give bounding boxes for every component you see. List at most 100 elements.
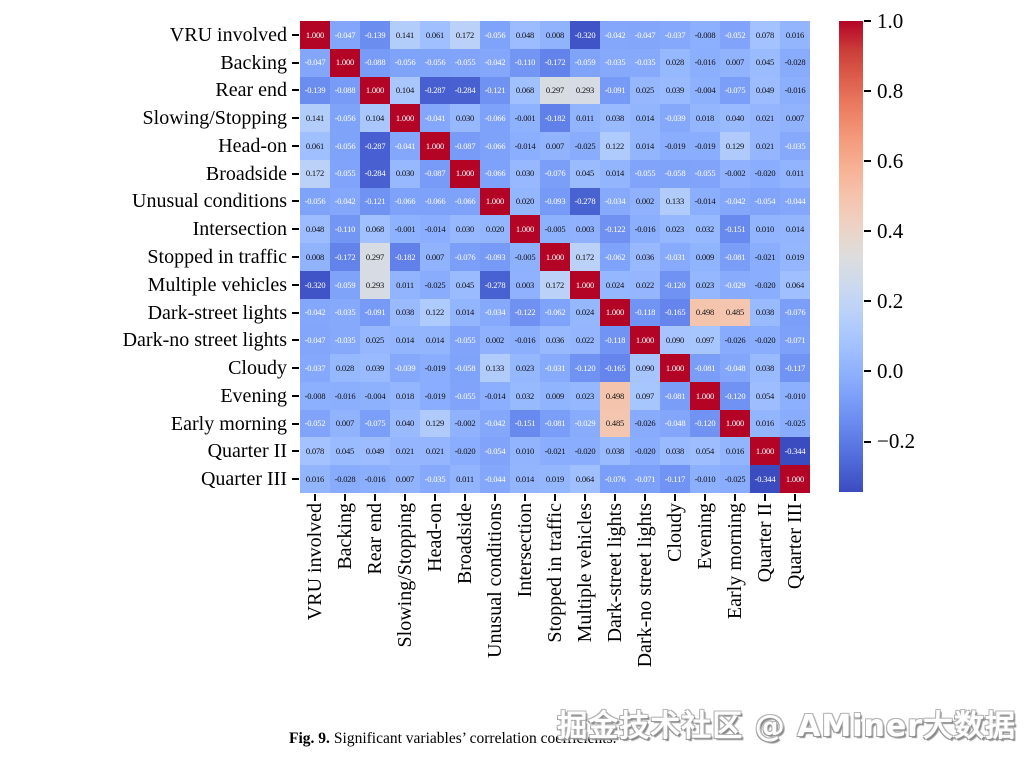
colorbar-tick-mark (864, 20, 871, 22)
heatmap-cell: -0.008 (300, 381, 330, 410)
heatmap-cell: -0.056 (420, 48, 450, 77)
heatmap-cell: -0.055 (450, 48, 480, 77)
heatmap-cell: -0.056 (300, 187, 330, 216)
x-axis-label: Unusual conditions (484, 503, 506, 658)
heatmap-cell: -0.014 (480, 381, 510, 410)
heatmap-cell: -0.093 (540, 187, 570, 216)
heatmap-cell: -0.002 (720, 159, 750, 188)
x-axis-label: Head-on (424, 503, 446, 572)
y-tick-mark (292, 450, 299, 453)
x-axis-label: Dark-no street lights (634, 503, 656, 668)
heatmap-cell: -0.075 (720, 76, 750, 105)
heatmap-cell: -0.020 (630, 437, 660, 466)
heatmap-cell: -0.005 (540, 215, 570, 244)
heatmap-cell: -0.121 (360, 187, 390, 216)
y-axis-label: Dark-street lights (147, 301, 287, 324)
heatmap-cell: 0.048 (300, 215, 330, 244)
heatmap-cell: -0.004 (690, 76, 720, 105)
heatmap-cell: -0.066 (420, 187, 450, 216)
y-axis-label: Unusual conditions (132, 190, 287, 213)
heatmap-cell: 0.032 (690, 215, 720, 244)
heatmap-cell: -0.056 (330, 104, 360, 133)
heatmap-cell: -0.020 (750, 159, 780, 188)
heatmap-cell: -0.284 (360, 159, 390, 188)
heatmap-cell: 0.019 (540, 465, 570, 493)
heatmap-cell: -0.021 (540, 437, 570, 466)
x-tick-mark (374, 494, 376, 501)
heatmap-cell: 1.000 (330, 48, 360, 77)
heatmap-cell: 1.000 (570, 270, 600, 299)
y-axis-label: Backing (220, 51, 287, 74)
x-axis-label: Dark-street lights (604, 503, 626, 643)
heatmap-cell: 0.008 (300, 243, 330, 271)
heatmap-cell: 0.014 (420, 326, 450, 355)
x-axis-label: Stopped in traffic (544, 503, 566, 643)
heatmap-cell: 0.172 (450, 21, 480, 49)
heatmap-cell: -0.047 (300, 48, 330, 77)
heatmap-cell: -0.059 (330, 270, 360, 299)
heatmap-cell: -0.076 (450, 243, 480, 271)
colorbar (839, 21, 863, 492)
x-tick-mark (614, 494, 616, 501)
heatmap-cell: -0.016 (360, 465, 390, 493)
heatmap-cell: 0.023 (570, 381, 600, 410)
y-axis-label: Evening (220, 384, 287, 407)
y-tick-mark (292, 367, 299, 370)
heatmap-cell: -0.042 (480, 409, 510, 438)
heatmap-cell: -0.120 (720, 381, 750, 410)
heatmap-cell: -0.026 (720, 326, 750, 355)
heatmap-cell: -0.005 (510, 243, 540, 271)
heatmap-cell: -0.287 (420, 76, 450, 105)
heatmap-cell: 0.039 (360, 354, 390, 382)
heatmap-cell: -0.088 (330, 76, 360, 105)
heatmap-cell: -0.020 (450, 437, 480, 466)
heatmap-cell: 0.078 (750, 21, 780, 49)
x-tick-mark (584, 494, 586, 501)
heatmap-cell: 0.016 (780, 21, 810, 49)
heatmap-cell: 0.025 (630, 76, 660, 105)
heatmap-cell: 0.007 (330, 409, 360, 438)
heatmap-cell: 0.002 (480, 326, 510, 355)
heatmap-cell: -0.014 (420, 215, 450, 244)
heatmap-cell: 0.040 (390, 409, 420, 438)
heatmap-cell: -0.118 (630, 298, 660, 327)
heatmap-cell: 0.010 (750, 215, 780, 244)
heatmap-cell: 0.122 (420, 298, 450, 327)
heatmap-cell: -0.042 (600, 21, 630, 49)
heatmap-cell: 1.000 (600, 298, 630, 327)
heatmap-cell: -0.062 (540, 298, 570, 327)
heatmap-cell: 0.030 (450, 215, 480, 244)
x-axis-label: Quarter III (784, 503, 806, 590)
heatmap-cell: 0.129 (420, 409, 450, 438)
heatmap-cell: -0.075 (360, 409, 390, 438)
heatmap-cell: -0.120 (690, 409, 720, 438)
heatmap-cell: -0.093 (480, 243, 510, 271)
x-tick-mark (764, 494, 766, 501)
heatmap-cell: 0.054 (690, 437, 720, 466)
heatmap-cell: 1.000 (390, 104, 420, 133)
heatmap-cell: 1.000 (300, 21, 330, 49)
heatmap-cell: 0.011 (390, 270, 420, 299)
heatmap-cell: 0.014 (450, 298, 480, 327)
heatmap-cell: -0.001 (510, 104, 540, 133)
heatmap-cell: -0.019 (690, 132, 720, 160)
heatmap-cell: 0.293 (360, 270, 390, 299)
heatmap-cell: -0.055 (630, 159, 660, 188)
colorbar-tick-label: 1.0 (877, 8, 904, 33)
heatmap-cell: -0.047 (300, 326, 330, 355)
heatmap-cell: -0.020 (570, 437, 600, 466)
figure-caption-label: Fig. 9. (289, 730, 330, 747)
figure-caption-text: Significant variables’ correlation coeff… (333, 730, 617, 747)
heatmap-cell: 1.000 (660, 354, 690, 382)
y-axis-label: VRU involved (169, 23, 287, 46)
colorbar-tick-label: 0.6 (877, 148, 904, 173)
heatmap-cell: -0.016 (780, 76, 810, 105)
heatmap-cell: 0.038 (750, 354, 780, 382)
heatmap-cell: 0.022 (630, 270, 660, 299)
heatmap-cell: 1.000 (450, 159, 480, 188)
heatmap-cell: 0.014 (630, 104, 660, 133)
heatmap-cell: 0.008 (540, 21, 570, 49)
heatmap-cell: -0.058 (450, 354, 480, 382)
heatmap-cell: 0.061 (300, 132, 330, 160)
